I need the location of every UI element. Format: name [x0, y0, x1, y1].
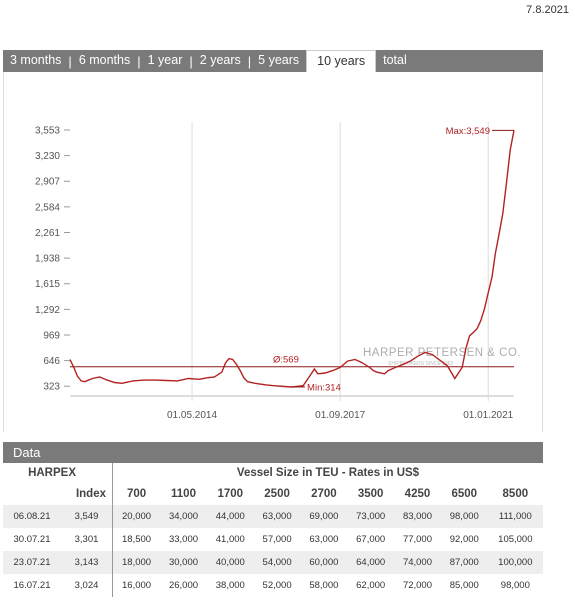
row-rate-cell: 38,000 [215, 580, 245, 591]
row-rate-cell: 62,000 [356, 580, 386, 591]
y-tick-label: 1,938 [35, 254, 60, 265]
row-date: 23.07.21 [3, 551, 61, 574]
row-date: 06.08.21 [3, 505, 61, 528]
vessel-size-header-cell: 8500 [502, 488, 529, 500]
row-rate-cell: 44,000 [206, 505, 254, 528]
y-tick-label: 2,584 [35, 202, 60, 213]
table-row: 16.07.21 3,024 16,000 26,000 38,000 52,000 58,… [3, 574, 543, 597]
tab-separator: | [247, 53, 252, 69]
row-rate-cell: 100,000 [487, 551, 543, 574]
vessel-size-header-cell: 3500 [357, 488, 384, 500]
row-rate-cell: 60,000 [300, 551, 348, 574]
vessel-size-header-cell: 700 [126, 488, 147, 500]
table-header-row: HARPEX Vessel Size in TEU - Rates in US$ [3, 463, 543, 483]
row-rate-cell: 16,000 [122, 580, 152, 591]
table-row: 30.07.21 3,301 18,500 33,000 41,000 57,000 63,… [3, 528, 543, 551]
table-row: 06.08.21 3,549 20,000 34,000 44,000 63,000 69,… [3, 505, 543, 528]
row-rate-cell: 73,000 [347, 505, 395, 528]
row-rate-cell: 34,000 [160, 505, 207, 528]
chart-frame [3, 72, 543, 432]
index-column-header: Index [61, 483, 113, 505]
tab-1-year[interactable]: 1 year [147, 53, 183, 67]
row-rate-cell: 67,000 [356, 534, 386, 545]
table-row: 23.07.21 3,143 18,000 30,000 40,000 54,000 60,… [3, 551, 543, 574]
row-rate-cell: 52,000 [262, 580, 292, 591]
row-rate-cell: 92,000 [449, 534, 479, 545]
tab-2-years[interactable]: 2 years [199, 53, 241, 67]
row-rate-cell: 69,000 [300, 505, 348, 528]
row-rate-cell: 63,000 [309, 534, 339, 545]
vessel-size-header-cell: 4250 [404, 488, 431, 500]
harpex-column-header: HARPEX [3, 463, 113, 483]
row-rate-cell: 98,000 [500, 580, 530, 591]
y-tick-label: 3,230 [35, 151, 60, 162]
chart-watermark-subtitle: SHIPBROKERS SINCE 1963 [388, 361, 454, 367]
rates-table: HARPEX Vessel Size in TEU - Rates in US$… [3, 463, 543, 597]
row-rate-cell: 111,000 [487, 505, 543, 528]
row-index-value: 3,143 [61, 551, 113, 574]
tab-separator: | [189, 53, 193, 69]
row-rate-cell: 64,000 [347, 551, 395, 574]
x-tick-label: 01.09.2017 [315, 410, 365, 421]
row-rate-cell: 105,000 [498, 534, 533, 545]
y-tick-label: 2,907 [35, 177, 60, 188]
y-tick-label: 323 [43, 382, 60, 393]
tab-separator: | [137, 53, 141, 69]
row-rate-cell: 20,000 [112, 505, 161, 528]
vessel-size-header-cell: 1700 [217, 488, 244, 500]
row-rate-cell: 41,000 [215, 534, 245, 545]
y-tick-label: 1,292 [35, 305, 60, 316]
row-index-value: 3,301 [61, 528, 113, 551]
tab-separator: | [68, 53, 72, 69]
row-rate-cell: 18,500 [122, 534, 152, 545]
row-rate-cell: 54,000 [253, 551, 301, 574]
vessel-size-header-cell: 2500 [264, 488, 290, 500]
period-tabs: 3 months | 6 months | 1 year | 2 years | 5 y… [3, 50, 543, 72]
row-rate-cell: 63,000 [253, 505, 301, 528]
row-rate-cell: 77,000 [402, 534, 432, 545]
y-tick-label: 969 [43, 330, 60, 341]
vessel-size-header-cell: 1100 [171, 488, 196, 500]
tab-6-months[interactable]: 6 months [78, 53, 131, 67]
chart-watermark: HARPER PETERSEN & CO. [363, 347, 521, 359]
vessel-size-header: Vessel Size in TEU - Rates in US$ [236, 467, 420, 479]
y-tick-label: 646 [43, 356, 60, 367]
row-date: 30.07.21 [13, 534, 51, 545]
row-rate-cell: 58,000 [309, 580, 339, 591]
y-tick-label: 2,261 [35, 228, 60, 239]
row-rate-cell: 57,000 [262, 534, 292, 545]
row-rate-cell: 18,000 [112, 551, 161, 574]
row-rate-cell: 98,000 [440, 505, 488, 528]
average-label: Ø:569 [273, 355, 299, 366]
row-rate-cell: 26,000 [168, 580, 199, 591]
row-rate-cell: 74,000 [394, 551, 441, 574]
vessel-size-header-cell: 2700 [311, 488, 337, 500]
row-rate-cell: 87,000 [440, 551, 488, 574]
row-index-value: 3,024 [61, 574, 113, 597]
row-date: 16.07.21 [13, 580, 51, 591]
tab-10-years[interactable]: 10 years [306, 50, 377, 72]
row-rate-cell: 40,000 [206, 551, 254, 574]
y-tick-label: 1,615 [35, 279, 60, 290]
harpex-line-chart: 3,553 3,230 2,907 2,584 2,261 1,938 1,615 1,292… [35, 122, 521, 421]
tab-total[interactable]: total [383, 53, 407, 67]
y-tick-label: 3,553 [35, 126, 60, 137]
harpex-series-line [69, 130, 515, 388]
row-rate-cell: 72,000 [402, 580, 432, 591]
row-rate-cell: 85,000 [449, 580, 479, 591]
report-date: 7.8.2021 [526, 4, 569, 16]
max-label: Max:3,549 [446, 126, 490, 137]
tab-3-months[interactable]: 3 months [10, 53, 62, 67]
row-rate-cell: 30,000 [160, 551, 207, 574]
table-subheader-row: Index 700 1100 1700 2500 2700 3500 4250 6500 850… [3, 483, 543, 505]
row-rate-cell: 83,000 [394, 505, 441, 528]
x-tick-label: 01.01.2021 [463, 410, 513, 421]
data-section-header: Data [3, 442, 543, 463]
row-rate-cell: 33,000 [168, 534, 199, 545]
row-index-value: 3,549 [61, 505, 113, 528]
x-tick-label: 01.05.2014 [167, 410, 217, 421]
min-label: Min:314 [307, 382, 341, 393]
vessel-size-header-cell: 6500 [451, 488, 478, 500]
tab-5-years[interactable]: 5 years [258, 53, 300, 67]
